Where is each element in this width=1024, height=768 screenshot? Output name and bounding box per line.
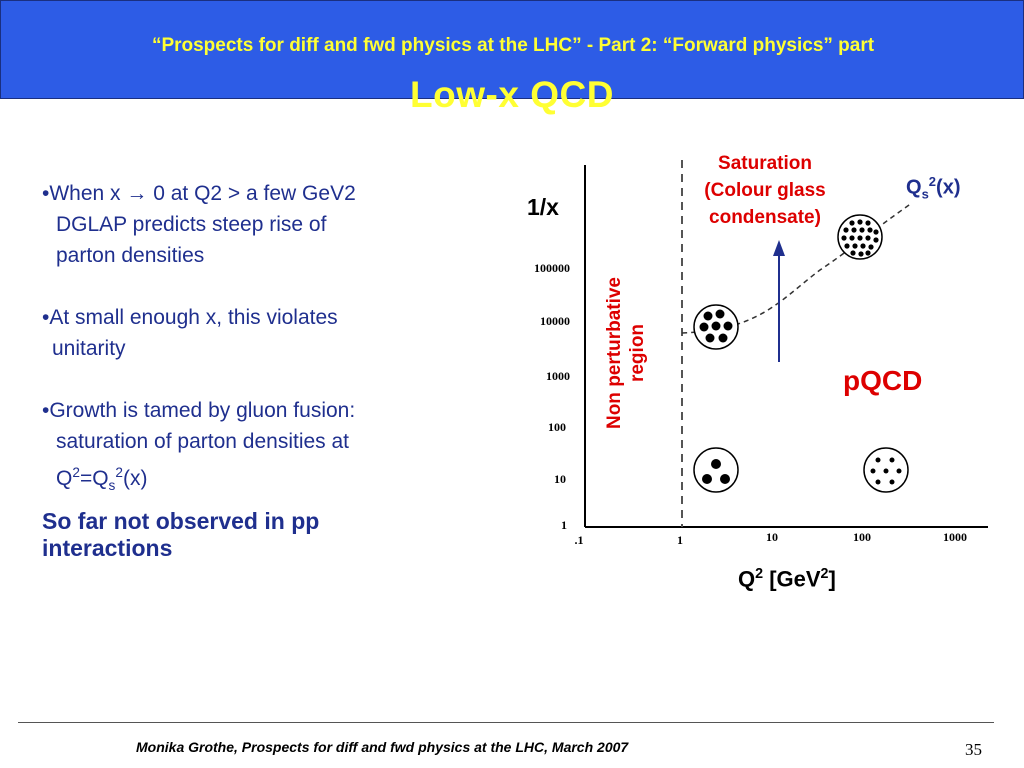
- y-tick-label: 1000: [546, 369, 570, 383]
- hadron-dense-low-q2: [693, 304, 739, 350]
- saturation-label: Saturation (Colour glass condensate): [704, 153, 826, 228]
- conclusion-text: So far not observed in pp interactions: [42, 508, 462, 562]
- x-tick-label: .1: [575, 533, 584, 547]
- bullet-1-line-1: •When x → 0 at Q2 > a few GeV2: [42, 182, 356, 205]
- y-axis-label: 1/x: [527, 194, 559, 220]
- page-number: 35: [965, 740, 982, 759]
- header-title: “Prospects for diff and fwd physics at t…: [151, 35, 875, 56]
- footer-divider: [18, 722, 994, 723]
- slide-title: Low-x QCD: [410, 74, 614, 115]
- y-tick-label: 100: [548, 420, 566, 434]
- x-tick-label: 1000: [943, 530, 967, 544]
- saturation-diagram: 100000 10000 1000 100 10 1 .1 1 10 100 1…: [534, 160, 988, 547]
- bullet-1-line-3: parton densities: [56, 244, 205, 267]
- bullet-3-formula: Q2=Qs2(x): [56, 465, 148, 494]
- saturation-arrowhead: [773, 240, 785, 256]
- x-tick-label: 1: [677, 533, 683, 547]
- qs-label: Qs2(x): [906, 174, 961, 202]
- bullet-list: •When x → 0 at Q2 > a few GeV2 DGLAP pre…: [42, 178, 462, 501]
- bullet-2-line-1: •At small enough x, this violates: [42, 306, 338, 329]
- hadron-dilute-low-q2: [693, 447, 739, 493]
- x-tick-label: 100: [853, 530, 871, 544]
- y-tick-label: 10000: [540, 314, 570, 328]
- bullet-2-line-2: unitarity: [52, 337, 126, 360]
- hadron-saturated: [837, 214, 883, 260]
- non-perturbative-label: Non perturbative region: [604, 276, 648, 430]
- bullet-1-line-2: DGLAP predicts steep rise of: [56, 213, 327, 236]
- footer-text: Monika Grothe, Prospects for diff and fw…: [136, 739, 629, 755]
- y-tick-label: 100000: [534, 261, 570, 275]
- bullet-3-line-1: •Growth is tamed by gluon fusion:: [42, 399, 356, 422]
- x-axis-label: Q2 [GeV2]: [738, 566, 836, 592]
- pqcd-label: pQCD: [843, 365, 923, 396]
- y-tick-label: 1: [561, 518, 567, 532]
- y-tick-label: 10: [554, 472, 566, 486]
- bullet-3-line-2: saturation of parton densities at: [56, 430, 350, 453]
- conclusion-line-2: interactions: [42, 535, 173, 561]
- x-tick-label: 10: [766, 530, 778, 544]
- hadron-dilute-high-q2: [863, 447, 909, 493]
- header-bar: “Prospects for diff and fwd physics at t…: [0, 0, 1024, 99]
- conclusion-line-1: So far not observed in pp: [42, 508, 320, 534]
